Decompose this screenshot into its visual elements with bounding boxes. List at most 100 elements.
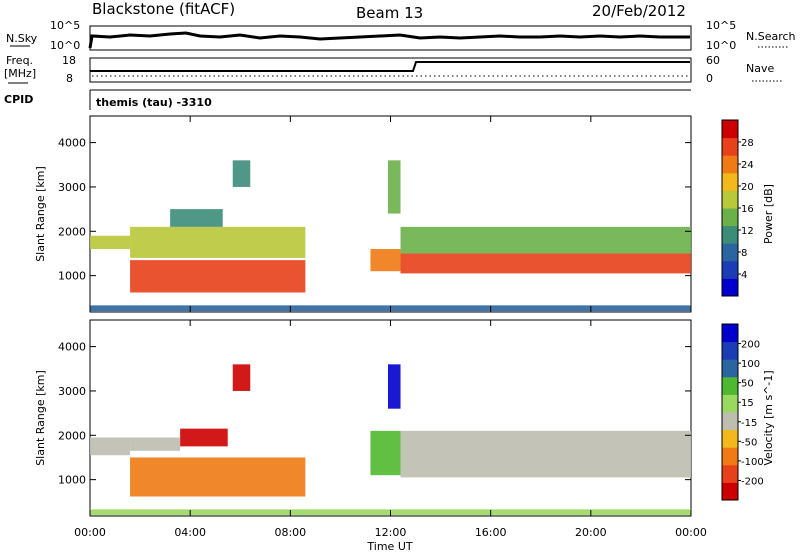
nsearch-tick-top: 10^5 (706, 19, 736, 32)
y-tick-label-1-1: 2000 (58, 429, 86, 442)
y-tick-label-0-1: 2000 (58, 225, 86, 238)
data-band-1-1 (130, 437, 181, 451)
colorbar-cell-1-2 (722, 447, 738, 466)
nsky-series-line (88, 31, 690, 49)
data-band-1-4 (232, 364, 251, 391)
colorbar-tick-label-1-4: -15 (741, 418, 757, 429)
colorbar-cell-0-1 (722, 260, 738, 279)
freq-tick-bottom: 8 (66, 72, 73, 85)
power-colorbar-label: Power [dB] (762, 184, 775, 244)
date-title: 20/Feb/2012 (592, 2, 686, 20)
xaxis-label: Time UT (366, 540, 412, 553)
colorbar-tick-label-1-6: -100 (741, 457, 764, 468)
nsky-panel-frame (89, 25, 692, 51)
colorbar-tick-label-1-1: 100 (741, 359, 760, 370)
freq-label-1: Freq. (6, 54, 33, 67)
x-tick-label-5: 20:00 (575, 526, 607, 539)
x-tick-label-2: 08:00 (274, 526, 306, 539)
y-tick-label-1-3: 4000 (58, 341, 86, 354)
data-band-0-3 (170, 209, 223, 227)
nsky-tick-top: 10^5 (50, 19, 80, 32)
data-band-0-2 (130, 226, 306, 258)
colorbar-cell-1-6 (722, 376, 738, 395)
velocity-panel: 1000 2000 3000 4000 Slant Range [km] 200 100… (34, 319, 775, 517)
colorbar-cell-0-3 (722, 225, 738, 244)
colorbar-cell-0-4 (722, 208, 738, 227)
colorbar-cell-0-6 (722, 172, 738, 191)
colorbar-tick-label-0-0: 28 (741, 138, 754, 149)
colorbar-cell-1-4 (722, 412, 738, 431)
colorbar-tick-label-1-7: -200 (741, 476, 764, 487)
colorbar-tick-label-1-3: 15 (741, 398, 754, 409)
colorbar-tick-label-1-5: -50 (741, 437, 757, 448)
colorbar-tick-label-0-2: 20 (741, 182, 754, 193)
data-band-0-8 (400, 226, 691, 254)
y-tick-label-0-2: 3000 (58, 181, 86, 194)
x-tick-label-0: 00:00 (74, 526, 106, 539)
cpid-label: CPID (4, 93, 33, 106)
x-tick-label-6: 00:00 (675, 526, 707, 539)
colorbar-tick-label-1-0: 200 (741, 340, 760, 351)
velocity-ylabel: Slant Range [km] (34, 370, 47, 466)
nave-tick-bottom: 0 (706, 72, 713, 85)
colorbar-cell-0-7 (722, 155, 738, 174)
data-band-0-4 (232, 160, 251, 187)
data-band-0-1 (130, 260, 306, 293)
colorbar-cell-0-9 (722, 120, 738, 139)
x-tick-label-3: 12:00 (375, 526, 407, 539)
colorbar-tick-label-1-2: 50 (741, 379, 754, 390)
colorbar-tick-label-0-3: 16 (741, 204, 754, 215)
colorbar-cell-0-8 (722, 137, 738, 156)
power-ylabel: Slant Range [km] (34, 166, 47, 262)
data-band-1-3 (130, 457, 306, 497)
y-tick-label-0-0: 1000 (58, 270, 86, 283)
nsky-label: N.Sky (6, 32, 38, 45)
colorbar-cell-0-5 (722, 190, 738, 209)
beam-title: Beam 13 (356, 4, 423, 22)
data-band-0-6 (387, 160, 401, 214)
freq-label-2: [MHz] (4, 67, 36, 80)
data-band-1-5 (370, 430, 401, 476)
colorbar-tick-label-0-4: 12 (741, 226, 754, 237)
cpid-text: themis (tau) -3310 (96, 96, 212, 109)
colorbar-tick-label-0-1: 24 (741, 160, 754, 171)
y-tick-label-1-2: 3000 (58, 385, 86, 398)
colorbar-tick-label-0-6: 4 (741, 270, 747, 281)
colorbar-tick-label-0-5: 8 (741, 248, 747, 259)
velocity-yaxis: 1000 2000 3000 4000 (58, 320, 692, 516)
nave-tick-top: 60 (706, 54, 720, 67)
x-tick-label-4: 16:00 (475, 526, 507, 539)
colorbar-cell-1-9 (722, 324, 738, 343)
nsearch-tick-bottom: 10^0 (706, 39, 736, 52)
colorbar-cell-0-0 (722, 278, 738, 297)
freq-tick-top: 18 (62, 54, 76, 67)
nave-label: Nave (746, 62, 774, 75)
velocity-colorbar-label: Velocity [m s^-1] (762, 370, 775, 465)
nsearch-label: N.Search (746, 30, 796, 43)
colorbar-frame-1 (721, 323, 739, 501)
y-tick-label-1-0: 1000 (58, 474, 86, 487)
data-band-0-7 (400, 253, 691, 274)
power-yaxis: 1000 2000 3000 4000 (58, 116, 692, 312)
freq-series-line (90, 61, 690, 72)
nsky-tick-bottom: 10^0 (50, 39, 80, 52)
colorbar-cell-1-1 (722, 464, 738, 483)
x-tick-label-1: 04:00 (174, 526, 206, 539)
data-band-1-2 (180, 428, 228, 447)
colorbar-cell-1-7 (722, 359, 738, 378)
power-panel: 1000 2000 3000 4000 Slant Range [km] 28 24 20… (34, 115, 775, 313)
data-band-0-0 (90, 235, 131, 250)
velocity-colorbar: 200 100 50 15 -15 -50 -100 -200 (721, 323, 764, 501)
data-band-1-0 (90, 437, 131, 456)
colorbar-cell-1-3 (722, 429, 738, 448)
colorbar-cell-1-5 (722, 394, 738, 413)
data-band-1-6 (387, 364, 401, 409)
station-title: Blackstone (fitACF) (92, 0, 235, 18)
colorbar-cell-1-0 (722, 482, 738, 501)
power-colorbar: 28 24 20 16 12 8 4 (721, 119, 754, 297)
y-tick-label-0-3: 4000 (58, 137, 86, 150)
time-xaxis: 00:00 04:00 08:00 12:00 16:00 20:00 00:00 (74, 526, 707, 539)
data-band-1-7 (400, 430, 691, 478)
colorbar-cell-0-2 (722, 243, 738, 262)
